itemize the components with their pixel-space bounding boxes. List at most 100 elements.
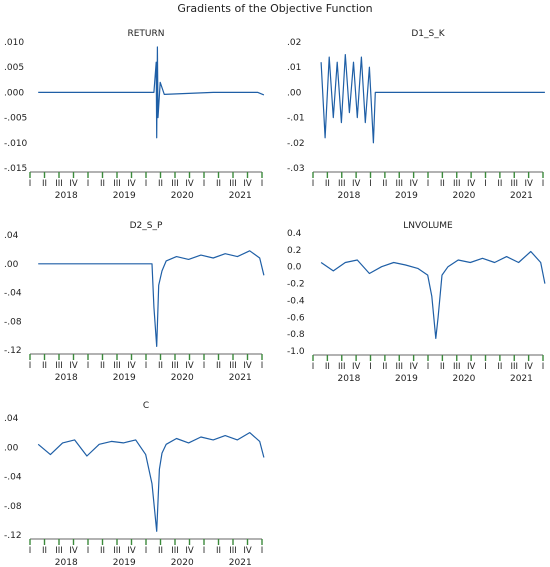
quarter-label: I — [312, 362, 315, 372]
quarter-label: IV — [524, 179, 533, 189]
quarter-label: IV — [127, 361, 136, 371]
quarter-label: II — [158, 546, 163, 556]
quarter-label: IV — [243, 361, 252, 371]
quarter-label: IV — [243, 179, 252, 189]
quarter-label: I — [203, 546, 206, 556]
series-line — [320, 53, 545, 144]
year-label: 2021 — [229, 373, 252, 383]
quarter-label: II — [440, 179, 445, 189]
series-line — [320, 250, 546, 339]
year-label: 2018 — [55, 191, 78, 201]
quarter-label: II — [497, 362, 502, 372]
quarter-label: I — [29, 361, 32, 371]
series-line — [38, 46, 265, 139]
quarter-label: IV — [185, 179, 194, 189]
quarter-label: III — [171, 361, 179, 371]
quarter-label: I — [261, 546, 264, 556]
quarter-label: I — [542, 362, 545, 372]
quarter-label: III — [338, 179, 346, 189]
year-label: 2019 — [113, 558, 136, 567]
y-tick-label: -.02 — [287, 139, 305, 149]
quarter-label: III — [55, 546, 63, 556]
y-tick-label: -0.6 — [287, 313, 305, 323]
panel-title: C — [143, 401, 149, 411]
quarter-label: I — [87, 546, 90, 556]
y-tick-label: 0.4 — [287, 229, 302, 239]
y-tick-label: -.04 — [4, 289, 22, 299]
quarter-label: I — [312, 179, 315, 189]
quarter-label: I — [29, 179, 32, 189]
quarter-label: IV — [352, 179, 361, 189]
y-tick-label: -.005 — [4, 114, 27, 124]
quarter-label: I — [87, 361, 90, 371]
quarter-label: IV — [243, 546, 252, 556]
quarter-label: III — [229, 179, 237, 189]
year-label: 2018 — [337, 374, 360, 384]
quarter-label: IV — [185, 361, 194, 371]
quarter-label: II — [216, 361, 221, 371]
quarter-label: I — [145, 179, 148, 189]
y-tick-label: -0.2 — [287, 280, 305, 290]
year-label: 2018 — [55, 558, 78, 567]
quarter-label: II — [42, 546, 47, 556]
quarter-label: III — [395, 179, 403, 189]
y-tick-label: .005 — [4, 63, 24, 73]
year-label: 2020 — [171, 373, 194, 383]
y-tick-label: -.01 — [287, 114, 305, 124]
y-tick-label: -.12 — [4, 346, 22, 356]
quarter-label: I — [427, 362, 430, 372]
quarter-label: III — [510, 179, 518, 189]
y-tick-label: .000 — [4, 88, 24, 98]
quarter-label: I — [427, 179, 430, 189]
y-tick-label: 0.0 — [287, 263, 302, 273]
quarter-label: II — [382, 362, 387, 372]
quarter-label: I — [145, 361, 148, 371]
quarter-label: III — [229, 361, 237, 371]
quarter-label: II — [42, 361, 47, 371]
y-tick-label: .01 — [287, 63, 301, 73]
quarter-label: I — [542, 179, 545, 189]
year-label: 2019 — [113, 191, 136, 201]
year-label: 2018 — [55, 373, 78, 383]
quarter-label: III — [510, 362, 518, 372]
quarter-label: IV — [524, 362, 533, 372]
quarter-label: IV — [127, 179, 136, 189]
year-label: 2021 — [229, 191, 252, 201]
quarter-label: III — [338, 362, 346, 372]
y-tick-label: .00 — [4, 260, 19, 270]
quarter-label: III — [55, 179, 63, 189]
quarter-label: III — [55, 361, 63, 371]
quarter-label: III — [229, 546, 237, 556]
quarter-label: I — [484, 362, 487, 372]
series-line — [37, 432, 265, 532]
y-tick-label: -.12 — [4, 531, 22, 541]
quarter-label: IV — [69, 546, 78, 556]
quarter-label: II — [216, 179, 221, 189]
year-label: 2021 — [229, 558, 252, 567]
y-tick-label: -.015 — [4, 164, 27, 174]
y-tick-label: -0.4 — [287, 296, 305, 306]
quarter-label: III — [453, 179, 461, 189]
quarter-label: I — [145, 546, 148, 556]
quarter-label: I — [203, 361, 206, 371]
quarter-label: I — [261, 361, 264, 371]
y-tick-label: -.04 — [4, 473, 22, 483]
quarter-label: IV — [409, 362, 418, 372]
year-label: 2020 — [171, 558, 194, 567]
quarter-label: I — [369, 362, 372, 372]
quarter-label: II — [382, 179, 387, 189]
quarter-label: IV — [467, 362, 476, 372]
year-label: 2018 — [337, 191, 360, 201]
quarter-label: III — [113, 361, 121, 371]
year-label: 2020 — [452, 191, 475, 201]
year-label: 2020 — [452, 374, 475, 384]
quarter-label: II — [100, 361, 105, 371]
quarter-label: II — [100, 546, 105, 556]
quarter-label: I — [203, 179, 206, 189]
quarter-label: IV — [127, 546, 136, 556]
quarter-label: II — [158, 179, 163, 189]
y-tick-label: .02 — [287, 38, 301, 48]
y-tick-label: -.08 — [4, 502, 22, 512]
